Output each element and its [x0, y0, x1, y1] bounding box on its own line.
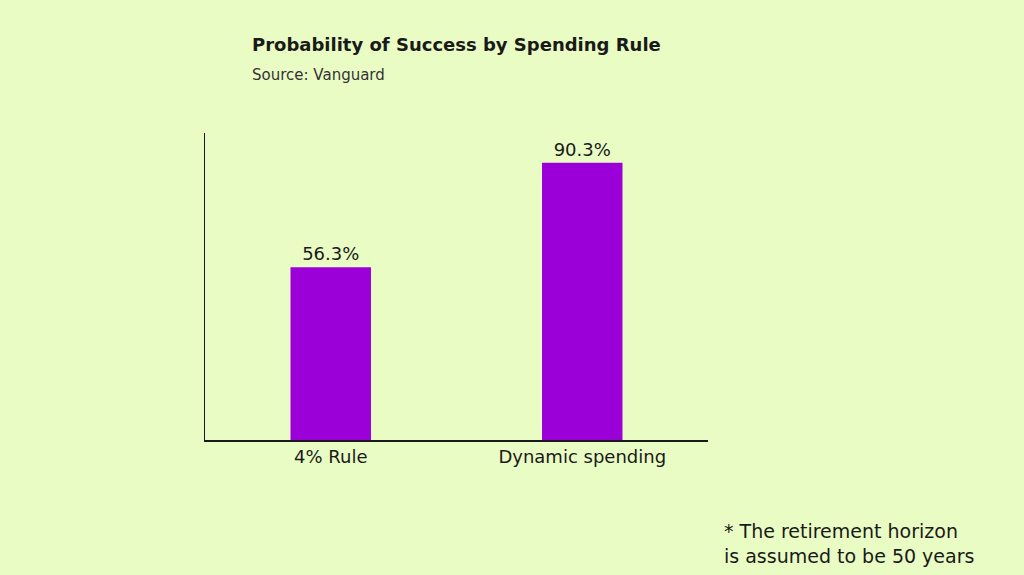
svg-text:Source: Vanguard: Source: Vanguard	[252, 66, 385, 84]
svg-text:4% Rule: 4% Rule	[294, 446, 367, 467]
svg-text:56.3%: 56.3%	[302, 243, 359, 264]
svg-text:Probability of Success by Spen: Probability of Success by Spending Rule	[252, 34, 661, 55]
svg-text:Dynamic spending: Dynamic spending	[498, 446, 666, 467]
svg-text:90.3%: 90.3%	[554, 139, 611, 160]
svg-text:* The retirement horizonis ass: * The retirement horizonis assumed to be…	[724, 520, 974, 567]
